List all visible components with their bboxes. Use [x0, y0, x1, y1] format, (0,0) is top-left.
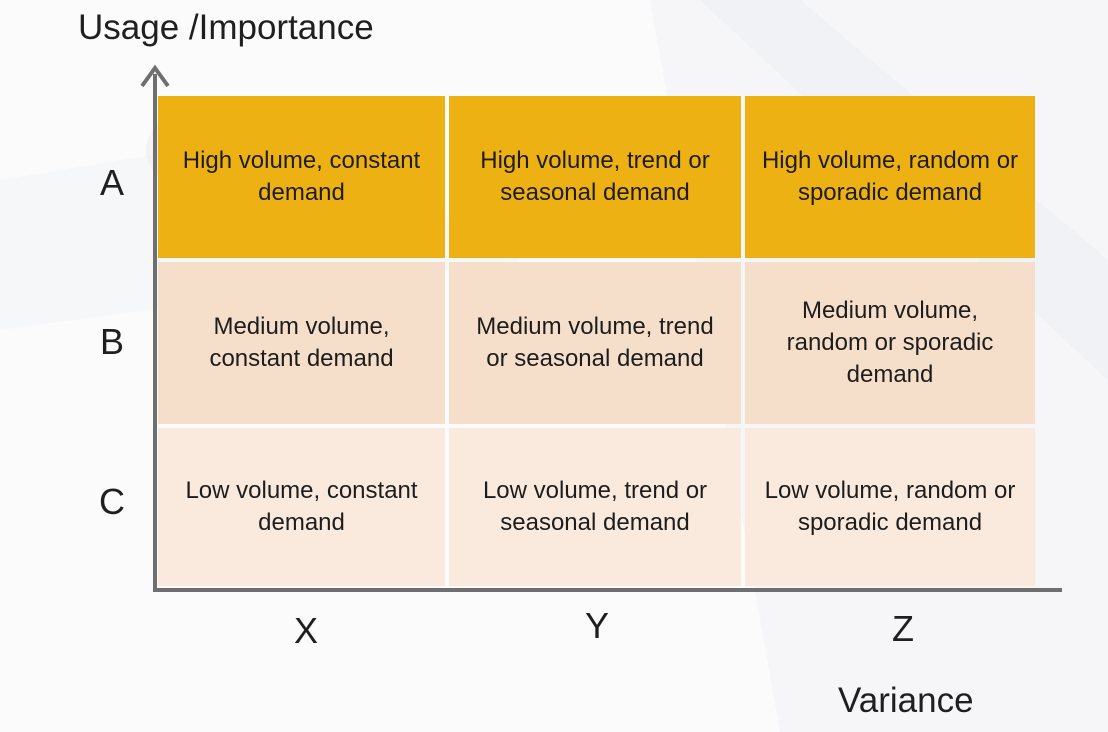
cell-b-z: Medium volume, random or sporadic demand [745, 262, 1035, 424]
column-label-x: X [293, 610, 318, 651]
cell-c-y: Low volume, trend or seasonal demand [449, 428, 741, 586]
column-label-z: Z [892, 608, 914, 649]
cell-text: Medium volume, constant demand [209, 313, 394, 372]
cell-text: Medium volume, trend or seasonal demand [476, 313, 714, 372]
cell-b-y: Medium volume, trend or seasonal demand [449, 262, 741, 424]
column-label-y: Y [584, 605, 609, 646]
cell-b-x: Medium volume, constant demand [158, 262, 445, 424]
y-axis-title: Usage /Importance [78, 8, 374, 47]
x-axis-title: Variance [838, 681, 974, 720]
cell-text: High volume, random or sporadic demand [761, 147, 1019, 206]
cell-c-z: Low volume, random or sporadic demand [745, 428, 1035, 586]
cell-text: Low volume, constant demand [185, 477, 418, 536]
cell-text: Low volume, trend or seasonal demand [482, 477, 708, 536]
row-label-b: B [99, 321, 124, 362]
cell-a-z: High volume, random or sporadic demand [745, 96, 1035, 258]
abc-xyz-matrix: High volume, constant demand High volume… [158, 96, 1035, 586]
y-axis-arrow-icon [140, 64, 170, 88]
row-label-a: A [99, 162, 124, 203]
row-label-c: C [99, 481, 125, 522]
cell-text: Medium volume, random or sporadic demand [786, 297, 994, 388]
cell-text: Low volume, random or sporadic demand [764, 477, 1016, 536]
cell-c-x: Low volume, constant demand [158, 428, 445, 586]
cell-text: High volume, constant demand [182, 147, 421, 206]
cell-a-y: High volume, trend or seasonal demand [449, 96, 741, 258]
cell-text: High volume, trend or seasonal demand [480, 147, 710, 206]
cell-a-x: High volume, constant demand [158, 96, 445, 258]
